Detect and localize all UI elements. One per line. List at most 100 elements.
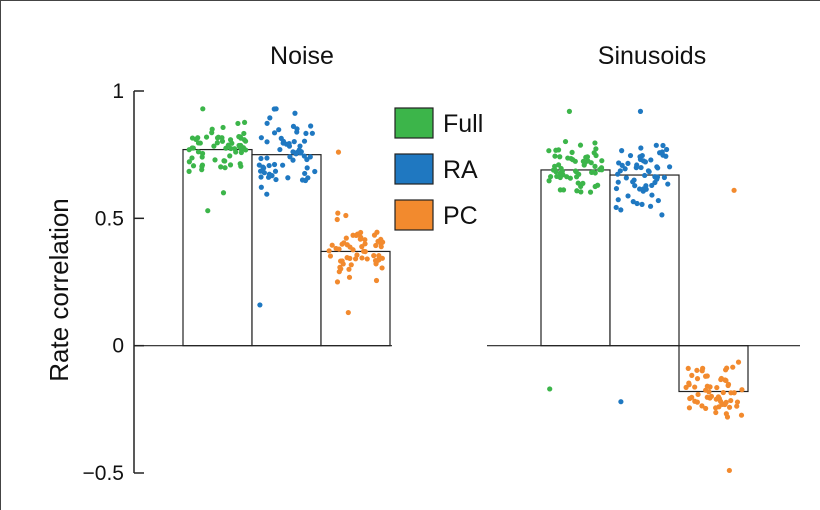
- data-point-pc: [694, 399, 700, 405]
- data-point-ra: [297, 143, 303, 149]
- data-point-pc: [734, 399, 741, 405]
- data-point-ra: [271, 161, 278, 168]
- data-point-pc: [379, 265, 385, 271]
- data-point-pc: [699, 403, 705, 409]
- data-point-full: [211, 143, 217, 149]
- data-point-pc: [329, 242, 335, 248]
- data-point-ra: [640, 186, 647, 192]
- data-point-pc: [686, 405, 693, 411]
- data-point-pc: [723, 367, 729, 373]
- data-point-pc: [346, 266, 352, 272]
- data-point-full: [190, 163, 197, 169]
- data-point-full: [242, 138, 249, 144]
- data-point-pc: [685, 365, 691, 372]
- data-point-pc: [703, 387, 709, 393]
- data-point-pc: [359, 255, 365, 261]
- data-point-pc: [350, 232, 356, 238]
- data-point-ra: [257, 168, 264, 174]
- data-point-pc: [346, 274, 353, 280]
- data-point-full: [205, 208, 211, 214]
- legend-label-ra: RA: [443, 156, 478, 184]
- data-point-ra: [308, 123, 314, 129]
- data-point-pc: [333, 245, 339, 252]
- chart-panels: Noise Sinusoids: [134, 42, 800, 474]
- data-point-pc: [375, 238, 381, 244]
- data-point-full: [220, 124, 226, 131]
- legend: Full RA PC: [394, 107, 483, 231]
- data-point-full: [578, 189, 584, 195]
- data-point-full: [547, 174, 554, 180]
- data-point-ra: [258, 135, 264, 141]
- data-point-pc: [695, 391, 701, 398]
- data-point-ra: [661, 174, 668, 181]
- data-point-ra: [304, 165, 310, 171]
- data-point-full: [592, 140, 598, 146]
- data-point-ra: [264, 155, 270, 161]
- data-point-ra: [625, 193, 631, 199]
- data-point-ra: [298, 149, 304, 155]
- data-point-full: [560, 187, 567, 193]
- data-point-ra: [294, 129, 300, 135]
- data-point-ra: [309, 130, 315, 136]
- panel-title: Sinusoids: [598, 42, 706, 70]
- data-point-full: [558, 165, 564, 172]
- data-point-ra: [286, 140, 292, 147]
- data-point-ra: [264, 139, 270, 145]
- data-point-pc: [339, 258, 345, 264]
- data-point-pc: [335, 149, 342, 155]
- data-point-ra: [267, 115, 273, 121]
- bar-full: [540, 169, 611, 347]
- data-point-ra: [272, 168, 279, 174]
- data-point-ra: [619, 148, 625, 154]
- data-point-pc: [726, 404, 733, 410]
- data-point-pc: [376, 253, 382, 259]
- data-point-pc: [326, 248, 332, 254]
- data-point-full: [581, 162, 587, 168]
- data-point-full: [553, 147, 559, 153]
- data-point-ra: [615, 179, 621, 185]
- data-point-pc: [373, 242, 379, 249]
- data-point-full: [236, 134, 242, 140]
- data-point-pc: [716, 404, 722, 410]
- legend-label-full: Full: [443, 110, 483, 138]
- data-point-full: [592, 170, 598, 176]
- data-point-pc: [718, 375, 725, 382]
- data-point-full: [218, 164, 224, 170]
- data-point-pc: [327, 253, 334, 259]
- data-point-pc: [357, 236, 363, 242]
- data-point-ra: [660, 142, 666, 149]
- data-point-pc: [335, 210, 341, 216]
- data-point-full: [200, 106, 206, 112]
- panel-noise: Noise: [134, 42, 392, 347]
- data-point-full: [598, 165, 605, 171]
- data-point-full: [189, 155, 195, 161]
- bar-full: [182, 148, 253, 347]
- data-point-pc: [720, 389, 726, 396]
- y-tick-label: 0: [112, 335, 124, 358]
- data-point-ra: [627, 152, 634, 159]
- data-point-pc: [716, 396, 722, 402]
- data-point-full: [560, 172, 566, 178]
- data-point-pc: [334, 279, 341, 285]
- data-point-ra: [665, 181, 671, 187]
- data-point-full: [220, 190, 227, 196]
- data-point-full: [232, 146, 238, 152]
- data-point-pc: [378, 244, 384, 250]
- data-point-ra: [276, 127, 282, 133]
- data-point-full: [209, 126, 215, 132]
- data-point-pc: [734, 403, 740, 409]
- data-point-pc: [343, 212, 349, 219]
- data-point-full: [186, 159, 192, 165]
- data-point-ra: [266, 162, 272, 169]
- data-point-full: [199, 154, 205, 160]
- data-point-full: [227, 153, 233, 159]
- data-point-full: [203, 134, 210, 140]
- data-point-full: [555, 162, 562, 168]
- data-point-full: [227, 137, 234, 143]
- data-point-full: [585, 158, 591, 164]
- data-point-ra: [273, 176, 279, 183]
- data-point-pc: [704, 394, 710, 400]
- data-point-full: [214, 135, 221, 141]
